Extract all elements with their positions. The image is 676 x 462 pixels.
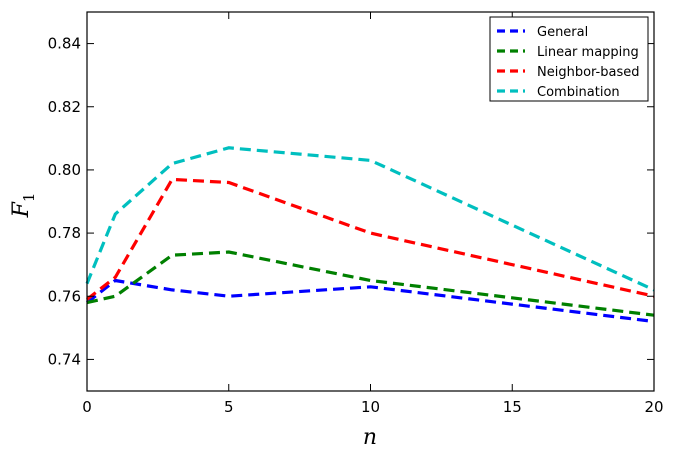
legend: General Linear mapping Neighbor-based Combi…: [489, 16, 649, 102]
legend-label-combination: Combination: [537, 85, 620, 100]
legend-label-general: General: [537, 25, 588, 40]
series-line-linear-mapping: [86, 250, 655, 317]
y-tick-label: 0.76: [48, 287, 81, 305]
y-axis-label-subscript: 1: [20, 193, 38, 203]
x-axis-label: n: [363, 425, 377, 450]
y-tick-label: 0.82: [48, 98, 81, 116]
x-tick-label: 10: [361, 398, 380, 416]
y-axis-label-main: F: [9, 201, 34, 218]
series-line-general: [86, 278, 655, 324]
x-tick-label: 0: [82, 398, 92, 416]
legend-label-neighbor-based: Neighbor-based: [537, 65, 639, 80]
series-line-neighbor-based: [86, 177, 655, 301]
ticks-layer: 0 5 10 15 20 0.74 0.76 0.78 0.80 0.82 0.84: [48, 12, 664, 416]
y-axis-label: F1: [9, 193, 38, 219]
y-tick-label: 0.74: [48, 350, 81, 368]
series-layer: [85, 146, 655, 324]
series-line-combination: [85, 146, 655, 292]
x-tick-label: 15: [503, 398, 522, 416]
y-tick-label: 0.84: [48, 35, 81, 53]
y-tick-label: 0.80: [48, 161, 81, 179]
y-tick-label: 0.78: [48, 224, 81, 242]
svg-text:F1: F1: [9, 193, 38, 219]
legend-label-linear-mapping: Linear mapping: [537, 45, 639, 60]
x-tick-label: 5: [224, 398, 234, 416]
x-tick-label: 20: [644, 398, 663, 416]
